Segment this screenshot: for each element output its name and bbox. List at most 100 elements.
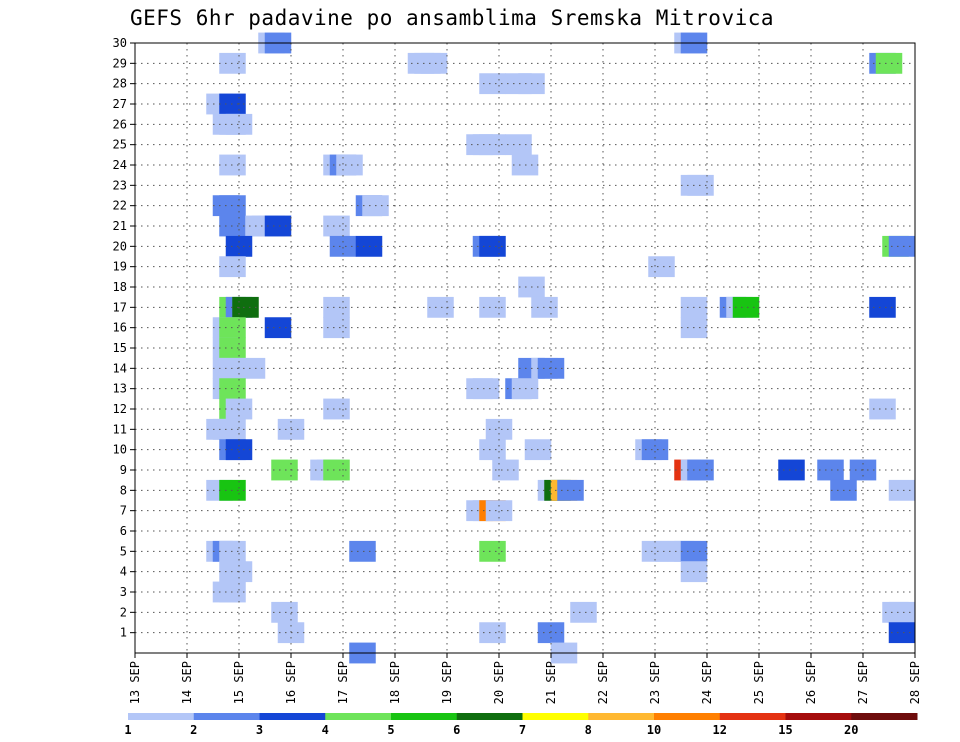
y-tick-label: 24 xyxy=(113,158,127,172)
colorbar-label: 2 xyxy=(190,723,197,737)
colorbar-swatch xyxy=(719,713,786,720)
x-tick-label: 27 SEP xyxy=(856,661,870,704)
colorbar-swatch xyxy=(193,713,260,720)
colorbar-swatch xyxy=(128,713,195,720)
precip-cell xyxy=(869,296,896,318)
y-tick-label: 26 xyxy=(113,117,127,131)
y-tick-label: 17 xyxy=(113,300,127,314)
x-tick-label: 15 SEP xyxy=(232,661,246,704)
y-tick-label: 1 xyxy=(120,626,127,640)
precip-cell xyxy=(888,622,916,644)
precip-cell xyxy=(732,296,760,318)
y-tick-label: 8 xyxy=(120,483,127,497)
y-tick-label: 5 xyxy=(120,544,127,558)
x-tick-label: 13 SEP xyxy=(128,661,142,704)
precip-cell xyxy=(875,52,903,74)
x-tick-label: 23 SEP xyxy=(648,661,662,704)
y-tick-label: 23 xyxy=(113,178,127,192)
colorbar-label: 12 xyxy=(713,723,727,737)
precip-cell xyxy=(232,296,259,318)
y-tick-label: 9 xyxy=(120,463,127,477)
precip-cell xyxy=(778,459,805,481)
y-tick-label: 29 xyxy=(113,56,127,70)
colorbar-swatch xyxy=(391,713,458,720)
precip-cell xyxy=(349,540,376,562)
precip-cell xyxy=(888,601,916,623)
precip-cell xyxy=(427,296,454,318)
precip-cell xyxy=(479,73,506,95)
precip-cell xyxy=(271,601,298,623)
y-tick-label: 19 xyxy=(113,260,127,274)
colorbar-label: 3 xyxy=(256,723,263,737)
y-tick-label: 11 xyxy=(113,422,127,436)
colorbar-label: 5 xyxy=(387,723,394,737)
x-tick-label: 16 SEP xyxy=(284,661,298,704)
colorbar-label: 15 xyxy=(778,723,792,737)
precip-cell xyxy=(485,500,513,522)
y-tick-label: 12 xyxy=(113,402,127,416)
colorbar-label: 4 xyxy=(322,723,329,737)
y-tick-label: 20 xyxy=(113,239,127,253)
x-tick-label: 20 SEP xyxy=(492,661,506,704)
y-tick-label: 30 xyxy=(113,36,127,50)
precip-cell xyxy=(472,378,500,400)
precip-cell xyxy=(505,134,532,156)
precip-cell xyxy=(485,418,513,440)
precip-cell xyxy=(264,317,292,339)
precip-cell xyxy=(225,113,253,135)
x-tick-label: 26 SEP xyxy=(804,661,818,704)
y-tick-label: 22 xyxy=(113,199,127,213)
precip-cell xyxy=(264,215,292,237)
y-tick-label: 18 xyxy=(113,280,127,294)
y-tick-label: 7 xyxy=(120,504,127,518)
colorbar-label: 1 xyxy=(124,723,131,737)
y-tick-label: 25 xyxy=(113,138,127,152)
colorbar-swatch xyxy=(456,713,523,720)
colorbar-label: 8 xyxy=(585,723,592,737)
y-tick-label: 21 xyxy=(113,219,127,233)
x-tick-label: 18 SEP xyxy=(388,661,402,704)
colorbar-swatch xyxy=(588,713,655,720)
precip-cell xyxy=(888,235,916,257)
precip-cell xyxy=(557,479,584,501)
x-tick-label: 19 SEP xyxy=(440,661,454,704)
colorbar-swatch xyxy=(851,713,918,720)
x-tick-label: 14 SEP xyxy=(180,661,194,704)
precip-cell xyxy=(817,459,844,481)
precip-cell xyxy=(479,540,506,562)
x-tick-label: 22 SEP xyxy=(596,661,610,704)
y-tick-label: 14 xyxy=(113,361,127,375)
precip-cell xyxy=(329,235,357,257)
y-tick-label: 2 xyxy=(120,605,127,619)
y-tick-label: 3 xyxy=(120,585,127,599)
x-tick-label: 28 SEP xyxy=(908,661,922,704)
y-tick-label: 4 xyxy=(120,565,127,579)
precip-cell xyxy=(570,601,597,623)
x-tick-label: 21 SEP xyxy=(544,661,558,704)
x-tick-label: 25 SEP xyxy=(752,661,766,704)
precip-cell xyxy=(888,479,916,501)
precip-cell xyxy=(323,215,350,237)
colorbar-swatch xyxy=(522,713,589,720)
precip-cell xyxy=(869,398,896,420)
precip-cell xyxy=(225,235,253,257)
precip-cell xyxy=(479,439,506,461)
colorbar-swatch xyxy=(325,713,392,720)
x-tick-label: 24 SEP xyxy=(700,661,714,704)
precip-cell xyxy=(420,52,448,74)
colorbar-label: 7 xyxy=(519,723,526,737)
colorbar-label: 6 xyxy=(453,723,460,737)
precip-cell xyxy=(238,357,266,379)
y-tick-label: 27 xyxy=(113,97,127,111)
colorbar-swatch xyxy=(654,713,721,720)
y-tick-label: 28 xyxy=(113,77,127,91)
precip-cell xyxy=(641,439,669,461)
precip-cell xyxy=(537,622,565,644)
x-tick-label: 17 SEP xyxy=(336,661,350,704)
chart-title: GEFS 6hr padavine po ansamblima Sremska … xyxy=(130,6,775,30)
colorbar-swatch xyxy=(785,713,852,720)
precip-cell xyxy=(225,439,253,461)
precip-cell xyxy=(271,459,298,481)
colorbar-label: 20 xyxy=(844,723,858,737)
